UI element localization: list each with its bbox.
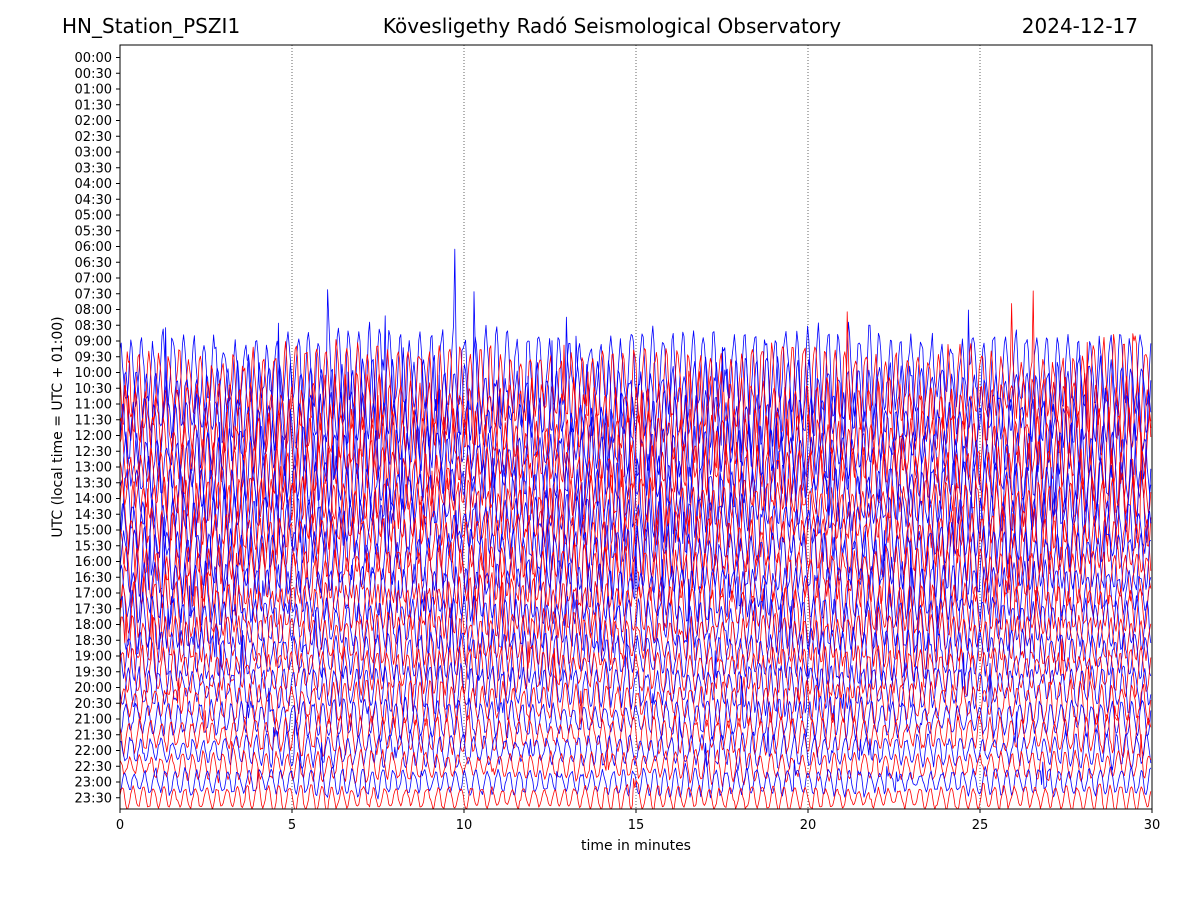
y-tick-label: 10:30 <box>75 382 112 397</box>
y-tick-label: 21:30 <box>75 728 112 743</box>
y-tick-label: 10:00 <box>75 366 112 381</box>
trace-2200 <box>120 711 1152 771</box>
x-tick-label: 5 <box>288 818 296 833</box>
x-tick-label: 10 <box>456 818 473 833</box>
record-date: 2024-12-17 <box>1021 14 1138 38</box>
y-tick-label: 20:00 <box>75 681 112 696</box>
y-tick-label: 20:30 <box>75 697 112 712</box>
y-tick-label: 08:30 <box>75 319 112 334</box>
x-tick-label: 15 <box>628 818 645 833</box>
y-tick-label: 22:00 <box>75 744 112 759</box>
y-tick-label: 14:30 <box>75 508 112 523</box>
y-tick-label: 14:00 <box>75 492 112 507</box>
y-tick-label: 23:30 <box>75 791 112 806</box>
seismic-traces <box>120 248 1152 809</box>
trace-1530 <box>120 488 1152 589</box>
y-tick-label: 16:00 <box>75 555 112 570</box>
trace-1400 <box>120 413 1152 546</box>
x-tick-label: 25 <box>972 818 989 833</box>
y-tick-label: 05:00 <box>75 209 112 224</box>
x-tick-label: 30 <box>1144 818 1161 833</box>
trace-1830 <box>120 572 1152 673</box>
y-tick-label: 12:30 <box>75 445 112 460</box>
trace-1700 <box>120 516 1152 631</box>
trace-2130 <box>120 690 1152 758</box>
y-tick-label: 02:00 <box>75 114 112 129</box>
y-tick-label: 19:00 <box>75 650 112 665</box>
y-tick-label: 04:30 <box>75 193 112 208</box>
observatory-title: Kövesligethy Radó Seismological Observat… <box>382 14 842 38</box>
y-tick-label: 22:30 <box>75 760 112 775</box>
y-tick-label: 02:30 <box>75 130 112 145</box>
x-axis: 0 5 10 15 20 25 30 <box>116 809 1160 833</box>
y-tick-label: 16:30 <box>75 571 112 586</box>
x-tick-label: 20 <box>800 818 817 833</box>
trace-2230 <box>120 734 1152 787</box>
y-tick-label: 18:30 <box>75 634 112 649</box>
y-tick-label: 19:30 <box>75 665 112 680</box>
y-tick-label: 00:30 <box>75 67 112 82</box>
trace-2330 <box>120 767 1152 809</box>
y-tick-label: 01:30 <box>75 98 112 113</box>
y-tick-label: 09:00 <box>75 335 112 350</box>
y-tick-label: 21:00 <box>75 713 112 728</box>
y-tick-label: 12:00 <box>75 429 112 444</box>
trace-1030 <box>120 290 1152 446</box>
y-axis-label: UTC (local time = UTC + 01:00) <box>50 316 66 537</box>
y-tick-label: 11:00 <box>75 398 112 413</box>
y-tick-label: 13:30 <box>75 476 112 491</box>
trace-2100 <box>120 663 1152 743</box>
y-tick-label: 07:00 <box>75 272 112 287</box>
y-tick-label: 07:30 <box>75 287 112 302</box>
y-tick-label: 15:30 <box>75 539 112 554</box>
y-tick-label: 01:00 <box>75 83 112 98</box>
trace-1230 <box>120 341 1152 502</box>
station-name: HN_Station_PSZI1 <box>62 14 241 38</box>
y-tick-label: 18:00 <box>75 618 112 633</box>
x-tick-label: 0 <box>116 818 124 833</box>
trace-1100 <box>120 291 1152 455</box>
y-tick-label: 03:00 <box>75 146 112 161</box>
y-axis: 00:0000:3001:0001:3002:0002:3003:0003:30… <box>75 51 120 806</box>
trace-1500 <box>120 451 1152 572</box>
y-tick-label: 15:00 <box>75 524 112 539</box>
y-tick-label: 17:30 <box>75 602 112 617</box>
y-tick-label: 05:30 <box>75 224 112 239</box>
y-tick-label: 09:30 <box>75 350 112 365</box>
trace-1300 <box>120 374 1152 515</box>
y-tick-label: 06:30 <box>75 256 112 271</box>
trace-1930 <box>120 614 1152 704</box>
y-tick-label: 06:00 <box>75 240 112 255</box>
y-tick-label: 13:00 <box>75 461 112 476</box>
trace-2300 <box>120 742 1152 800</box>
y-tick-label: 00:00 <box>75 51 112 66</box>
x-axis-label: time in minutes <box>581 838 691 854</box>
y-tick-label: 11:30 <box>75 413 112 428</box>
y-tick-label: 17:00 <box>75 587 112 602</box>
y-tick-label: 23:00 <box>75 776 112 791</box>
y-tick-label: 03:30 <box>75 161 112 176</box>
y-tick-label: 08:00 <box>75 303 112 318</box>
trace-1730 <box>120 552 1151 646</box>
trace-2000 <box>120 628 1152 717</box>
y-tick-label: 04:00 <box>75 177 112 192</box>
